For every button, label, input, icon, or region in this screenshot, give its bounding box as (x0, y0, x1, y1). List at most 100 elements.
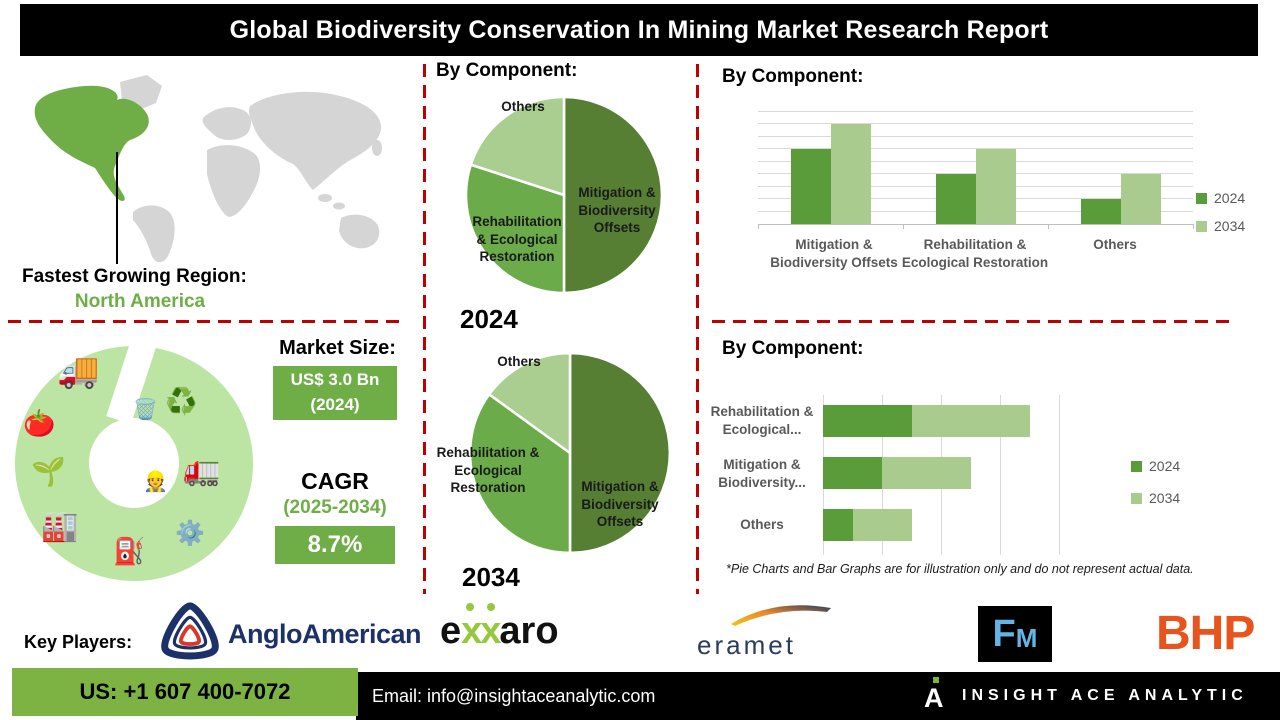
insight-ace-logo-icon: A (924, 677, 950, 717)
garbage-truck-icon: 🚛 (183, 454, 221, 487)
hbar-section-heading: By Component: (722, 338, 864, 359)
grouped-bar-chart (758, 111, 1194, 229)
hbar-legend-label-2024: 2024 (1149, 458, 1181, 474)
bar-group (790, 112, 871, 224)
market-size-year: (2024) (310, 395, 360, 414)
footnote: *Pie Charts and Bar Graphs are for illus… (726, 562, 1194, 576)
legend-label-2034: 2034 (1214, 218, 1246, 234)
footer-email: Email: info@insightaceanalytic.com (372, 686, 656, 706)
biogas-tank-icon: ⛽ (113, 536, 146, 566)
pie-2034-label-mitigation: Mitigation & Biodiversity Offsets (581, 479, 659, 530)
legend-swatch-2024 (1196, 192, 1207, 204)
cagr-period: (2025-2034) (283, 497, 387, 518)
anglo-american-logo: AngloAmerican (158, 602, 422, 666)
market-size-heading: Market Size: (279, 337, 396, 359)
cagr-value-box: 8.7% (275, 526, 395, 564)
anglo-american-wordmark: AngloAmerican (228, 619, 422, 649)
fm-letter-m: M (1015, 622, 1038, 653)
map-europe (202, 107, 252, 140)
recycle-bin-icon: ♻️ (165, 386, 198, 416)
eramet-wordmark: eramet (697, 630, 796, 660)
hbar-legend-swatch-2034 (1131, 492, 1142, 504)
insight-ace-brand-name: INSIGHT ACE ANALYTIC (962, 687, 1248, 704)
map-australia (339, 214, 380, 249)
map-north-america-highlight (34, 85, 149, 202)
hbar-category-mitigation: Mitigation & Biodiversity... (718, 457, 806, 491)
key-players-label: Key Players: (24, 632, 133, 652)
pie-2034-label-rehabilitation: Rehabilitation & Ecological Restoration (436, 445, 540, 496)
hbar-row (823, 405, 1059, 437)
pie-2024-label-rehabilitation: Rehabilitation & Ecological Restoration (472, 214, 562, 265)
bhp-logo: BHP (1156, 607, 1255, 660)
divider-vertical-left (423, 64, 426, 594)
footer-bar (356, 672, 1280, 720)
map-asia (248, 91, 382, 190)
stacked-hbar-chart (823, 395, 1060, 555)
fastest-growing-region-heading: Fastest Growing Region: (22, 266, 247, 287)
divider-vertical-right (696, 64, 699, 594)
map-africa (207, 145, 261, 217)
pie-2034-year-label: 2034 (462, 562, 520, 592)
fastest-growing-region-value: North America (74, 291, 206, 312)
bar-legend-2024: 2024 (1196, 190, 1245, 206)
pie-chart-2034 (467, 350, 673, 556)
pie-2034-label-others: Others (497, 354, 541, 369)
hbar-legend-2024: 2024 (1131, 458, 1180, 474)
donut-illustration: 🚚 🍅 🌱 🏭 ⛽ ⚙️ 🚛 👷 ♻️ 🗑️ (15, 339, 253, 581)
pie-2024-label-others: Others (501, 99, 545, 114)
map-island-2 (333, 202, 345, 210)
legend-label-2024: 2024 (1214, 190, 1246, 206)
bar-group (1080, 112, 1161, 224)
anglo-american-icon (161, 602, 219, 660)
bar-2034 (975, 149, 1016, 224)
produce-basket-icon: 🍅 (23, 408, 56, 438)
world-map-svg (34, 75, 382, 263)
exxaro-logo: exxaro (440, 610, 559, 653)
map-island-1 (318, 194, 332, 202)
waste-bag-icon: 🗑️ (133, 399, 158, 421)
insight-ace-logo-letter: A (924, 683, 944, 713)
bar-category-others: Others (1093, 237, 1137, 252)
bar-category-mitigation: Mitigation & Biodiversity Offsets (770, 237, 898, 271)
bar-legend-2034: 2034 (1196, 218, 1245, 234)
hbar-legend-swatch-2024 (1131, 460, 1142, 472)
hbar-segment-2034 (911, 405, 1030, 437)
hbar-segment-2034 (852, 509, 912, 541)
insight-ace-logo-dot (933, 677, 939, 683)
map-south-america (133, 205, 175, 263)
legend-swatch-2034 (1196, 220, 1207, 232)
bar-2034 (830, 124, 871, 224)
bar-2034 (1120, 174, 1161, 224)
eramet-logo: eramet (697, 604, 837, 660)
bar-section-heading: By Component: (722, 66, 864, 87)
worker-icon: 👷 (143, 471, 168, 493)
factory-icon: 🏭 (41, 510, 79, 543)
fm-letter-f: F (992, 612, 1016, 655)
cagr-heading: CAGR (301, 468, 369, 494)
hbar-category-others: Others (740, 517, 784, 532)
conveyor-icon: ⚙️ (175, 520, 205, 547)
pie-2024-label-mitigation: Mitigation & Biodiversity Offsets (578, 185, 656, 236)
donut-hole (89, 418, 179, 508)
hbar-segment-2034 (882, 457, 971, 489)
report-title: Global Biodiversity Conservation In Mini… (20, 4, 1258, 56)
exxaro-wordmark-pre: e (440, 610, 462, 652)
divider-horizontal-left (8, 320, 400, 323)
pie-section-heading: By Component: (436, 60, 578, 81)
delivery-truck-icon: 🚚 (57, 352, 100, 390)
market-size-value-box: US$ 3.0 Bn (2024) (273, 366, 397, 420)
bar-2024 (790, 149, 831, 224)
exxaro-wordmark-post: aro (499, 610, 559, 652)
bar-group (935, 112, 1016, 224)
market-size-value: US$ 3.0 Bn (290, 370, 380, 390)
bar-2024 (1080, 199, 1121, 224)
hbar-row (823, 457, 1059, 489)
map-japan (372, 140, 382, 156)
divider-horizontal-right (712, 320, 1232, 323)
world-map (25, 70, 410, 265)
hbar-row (823, 509, 1059, 541)
bar-category-rehabilitation: Rehabilitation & Ecological Restoration (901, 237, 1049, 271)
hbar-legend-2034: 2034 (1131, 490, 1180, 506)
